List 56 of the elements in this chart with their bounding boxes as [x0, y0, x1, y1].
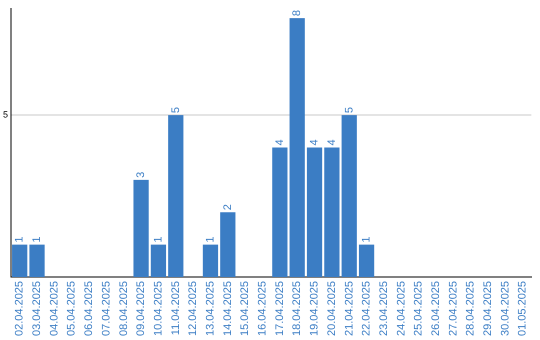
bar [272, 148, 288, 277]
bar [306, 148, 322, 277]
x-tick-label: 13.04.2025 [204, 280, 216, 336]
bar [220, 212, 236, 277]
bar [133, 180, 149, 277]
bar [202, 244, 218, 277]
x-tick-label: 22.04.2025 [360, 280, 373, 336]
x-tick-label: 08.04.2025 [118, 280, 130, 336]
x-tick-label: 21.04.2025 [343, 280, 356, 336]
x-tick-label: 26.04.2025 [430, 280, 442, 336]
x-tick-label: 09.04.2025 [135, 280, 148, 336]
data-label: 1 [152, 236, 164, 243]
x-tick-label: 18.04.2025 [291, 280, 304, 336]
x-tick-label: 17.04.2025 [274, 280, 286, 336]
bar [358, 244, 374, 277]
data-label: 3 [135, 172, 148, 178]
data-label: 1 [360, 236, 373, 243]
bar [168, 115, 184, 277]
data-label: 4 [274, 139, 286, 146]
data-label: 5 [343, 107, 356, 114]
x-tick-label: 12.04.2025 [187, 280, 200, 336]
data-label: 1 [14, 236, 26, 243]
x-tick-label: 04.04.2025 [48, 280, 60, 336]
x-tick-label: 05.04.2025 [66, 280, 78, 336]
x-tick-label: 16.04.2025 [256, 280, 269, 336]
x-tick-label: 29.04.2025 [482, 280, 494, 336]
x-tick-label: 24.04.2025 [395, 280, 408, 336]
x-tick-label: 20.04.2025 [326, 280, 338, 336]
bar [29, 244, 45, 277]
x-tick-label: 19.04.2025 [308, 280, 321, 336]
x-tick-label: 11.04.2025 [170, 280, 182, 336]
x-tick-label: 02.04.2025 [14, 280, 26, 336]
bar [324, 148, 340, 277]
data-label: 1 [204, 236, 216, 243]
data-label: 4 [308, 139, 321, 146]
data-label: 8 [291, 10, 304, 16]
x-tick-label: 10.04.2025 [152, 280, 164, 336]
x-tick-label: 28.04.2025 [464, 280, 477, 336]
data-label: 1 [31, 236, 44, 243]
bar [290, 18, 305, 277]
x-tick-label: 30.04.2025 [499, 280, 512, 336]
x-tick-label: 27.04.2025 [447, 280, 460, 336]
bar [150, 244, 166, 277]
bar [342, 115, 357, 277]
data-label: 5 [170, 107, 182, 114]
x-tick-label: 15.04.2025 [239, 280, 252, 336]
x-tick-label: 14.04.2025 [222, 280, 234, 336]
data-label: 2 [222, 204, 234, 210]
x-tick-label: 01.05.2025 [516, 280, 529, 336]
x-tick-label: 06.04.2025 [83, 280, 96, 336]
bar [12, 244, 28, 277]
x-tick-label: 03.04.2025 [31, 280, 44, 336]
data-label: 4 [326, 139, 338, 146]
x-tick-label: 25.04.2025 [412, 280, 425, 336]
x-tick-label: 07.04.2025 [100, 280, 112, 336]
x-tick-label: 23.04.2025 [378, 280, 390, 336]
